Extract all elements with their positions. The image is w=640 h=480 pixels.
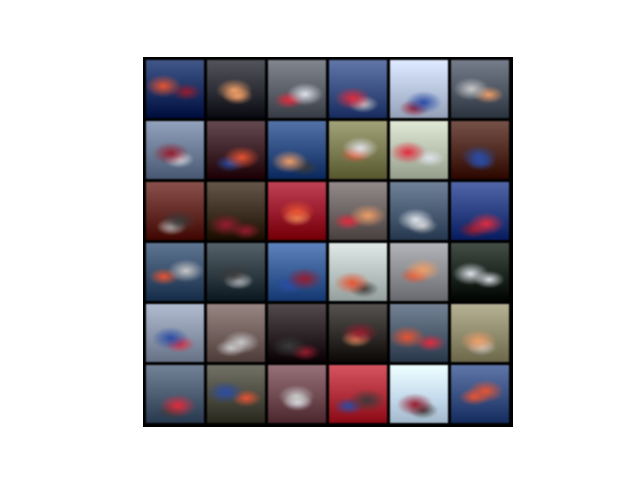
sample-tile	[268, 243, 326, 301]
sample-tile	[146, 243, 204, 301]
sample-tile	[451, 304, 509, 362]
sample-tile	[268, 182, 326, 240]
sample-tile	[268, 60, 326, 118]
sample-tile	[329, 365, 387, 423]
sample-tile	[207, 60, 265, 118]
sample-tile	[390, 182, 448, 240]
sample-tile	[207, 365, 265, 423]
sample-tile	[207, 121, 265, 179]
sample-grid-frame	[143, 57, 513, 427]
sample-tile	[207, 182, 265, 240]
sample-tile	[390, 304, 448, 362]
sample-tile	[207, 304, 265, 362]
sample-tile	[146, 121, 204, 179]
sample-tile	[451, 182, 509, 240]
sample-tile	[146, 365, 204, 423]
sample-tile	[146, 182, 204, 240]
sample-tile	[451, 365, 509, 423]
sample-tile	[268, 121, 326, 179]
sample-tile	[207, 243, 265, 301]
sample-tile	[268, 304, 326, 362]
sample-tile	[390, 60, 448, 118]
sample-tile	[329, 121, 387, 179]
sample-tile	[390, 365, 448, 423]
sample-tile	[329, 60, 387, 118]
sample-tile	[146, 304, 204, 362]
sample-tile	[451, 60, 509, 118]
sample-grid	[146, 60, 510, 424]
sample-tile	[268, 365, 326, 423]
sample-tile	[390, 243, 448, 301]
sample-tile	[390, 121, 448, 179]
sample-tile	[451, 121, 509, 179]
sample-tile	[329, 182, 387, 240]
sample-tile	[451, 243, 509, 301]
sample-tile	[329, 243, 387, 301]
sample-tile	[329, 304, 387, 362]
sample-tile	[146, 60, 204, 118]
